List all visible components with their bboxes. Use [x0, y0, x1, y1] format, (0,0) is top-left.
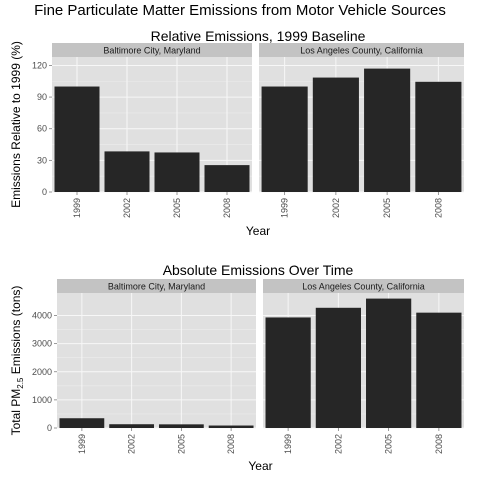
x-tick-label: 2005: [382, 198, 392, 218]
x-tick-label: 2002: [127, 434, 137, 454]
figure-title: Fine Particulate Matter Emissions from M…: [34, 2, 446, 19]
bar-2005: [155, 152, 200, 192]
x-tick-label: 1999: [283, 434, 293, 454]
facet-strip-label: Los Angeles County, California: [302, 282, 424, 292]
relative-emissions-chart: Relative Emissions, 1999 BaselineBaltimo…: [9, 28, 464, 238]
y-tick-label: 3000: [32, 339, 52, 349]
facet-panel: Baltimore City, Maryland 1999 2002 2005 2008: [57, 279, 256, 454]
x-tick-label: 1999: [72, 198, 82, 218]
facet-panel: Los Angeles County, California 1999 2002 20…: [259, 43, 464, 218]
facet-panel: Baltimore City, Maryland 1999 2002 2005 2008: [52, 43, 252, 218]
y-tick-label: 1000: [32, 395, 52, 405]
x-tick-label: 2008: [226, 434, 236, 454]
bar-2002: [109, 424, 154, 428]
facet-panel: Los Angeles County, California 1999 2002 20…: [263, 279, 464, 454]
y-axis-label: Emissions Relative to 1999 (%): [9, 41, 23, 208]
chart-title: Absolute Emissions Over Time: [163, 262, 354, 278]
y-tick-label: 0: [47, 423, 52, 433]
bar-2002: [316, 308, 361, 428]
y-tick-label: 30: [37, 155, 47, 165]
x-tick-label: 1999: [280, 198, 290, 218]
bar-2005: [364, 69, 410, 192]
facet-strip-label: Los Angeles County, California: [300, 46, 422, 56]
bar-2005: [366, 299, 411, 428]
y-tick-label: 90: [37, 92, 47, 102]
x-tick-label: 2008: [434, 434, 444, 454]
bar-2008: [205, 165, 250, 192]
x-tick-label: 2002: [122, 198, 132, 218]
y-tick-label: 0: [42, 187, 47, 197]
bar-2002: [313, 78, 359, 192]
chart-title: Relative Emissions, 1999 Baseline: [151, 28, 366, 44]
x-tick-label: 2008: [222, 198, 232, 218]
bar-1999: [266, 317, 311, 428]
panel-background: [57, 293, 256, 428]
x-tick-label: 2008: [433, 198, 443, 218]
y-tick-label: 120: [32, 60, 47, 70]
y-tick-label: 2000: [32, 367, 52, 377]
x-axis-label: Year: [248, 459, 272, 473]
y-axis-label: Total PM2.5 Emissions (tons): [9, 286, 25, 436]
bar-2008: [209, 426, 254, 428]
facet-strip-label: Baltimore City, Maryland: [103, 46, 200, 56]
x-tick-label: 2002: [333, 434, 343, 454]
x-axis-label: Year: [246, 224, 270, 238]
bar-1999: [55, 87, 100, 192]
facet-strip-label: Baltimore City, Maryland: [108, 282, 205, 292]
x-tick-label: 2005: [384, 434, 394, 454]
bar-2002: [105, 151, 150, 192]
bar-2005: [159, 424, 204, 428]
x-tick-label: 1999: [77, 434, 87, 454]
x-tick-label: 2005: [172, 198, 182, 218]
x-tick-label: 2005: [176, 434, 186, 454]
bar-2008: [415, 82, 461, 192]
x-tick-label: 2002: [331, 198, 341, 218]
y-tick-label: 4000: [32, 311, 52, 321]
bar-1999: [262, 87, 308, 192]
y-tick-label: 60: [37, 124, 47, 134]
bar-1999: [59, 418, 104, 428]
bar-2008: [416, 313, 461, 428]
